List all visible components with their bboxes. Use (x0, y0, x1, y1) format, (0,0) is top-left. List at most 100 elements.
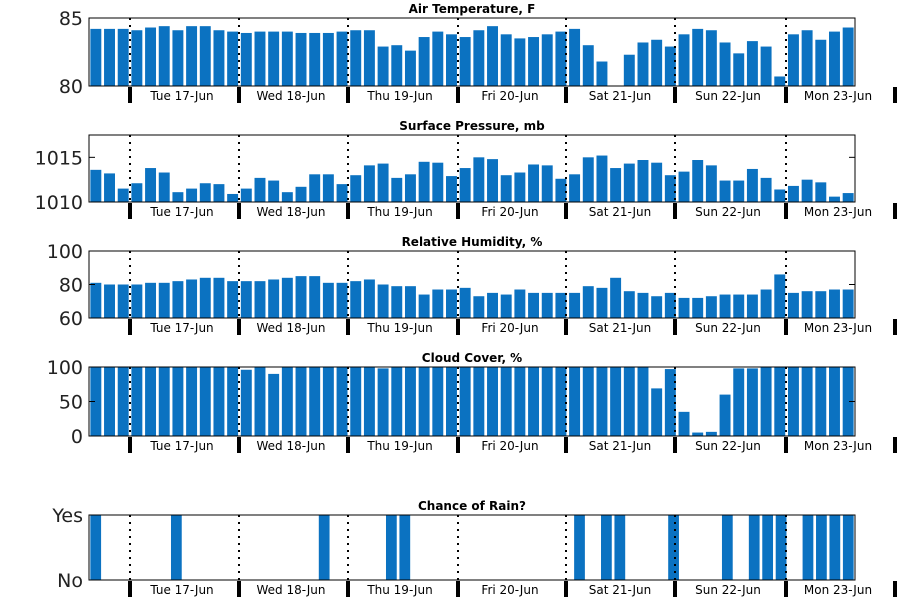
bar (487, 26, 498, 86)
panel-title: Chance of Rain? (418, 499, 526, 513)
bar (528, 37, 540, 86)
bar (268, 31, 280, 87)
bar (254, 177, 266, 202)
x-tick-label: Mon 23-Jun (804, 321, 872, 335)
bar (746, 294, 758, 318)
bar (528, 367, 540, 436)
bar (500, 175, 512, 202)
bar (213, 30, 225, 87)
bar (569, 174, 581, 202)
bar (705, 165, 717, 202)
x-tick-label: Wed 18-Jun (257, 89, 326, 103)
y-tick-label: 1015 (35, 147, 83, 169)
bar (473, 30, 485, 87)
bar (487, 159, 498, 202)
bar (760, 46, 772, 86)
bar (774, 367, 786, 436)
bar (678, 411, 690, 436)
bar (322, 174, 334, 202)
bar (719, 294, 731, 318)
bar (199, 367, 211, 436)
bar (104, 173, 115, 202)
bar (404, 367, 416, 436)
bar (131, 183, 143, 202)
bar (692, 297, 704, 318)
bar (541, 367, 553, 436)
bar (748, 515, 760, 580)
bar (281, 367, 293, 436)
bar (227, 367, 239, 436)
bar (418, 294, 430, 318)
bar (350, 30, 362, 87)
bar (186, 188, 198, 202)
bar (145, 168, 157, 202)
bar (668, 515, 679, 580)
bar (117, 28, 129, 87)
bar (158, 172, 170, 202)
bar (623, 291, 635, 318)
bar (473, 157, 485, 202)
bar (500, 294, 512, 318)
bar (555, 31, 567, 87)
bar (363, 165, 375, 202)
x-tick-label: Sun 22-Jun (695, 439, 761, 453)
bar (500, 34, 512, 86)
bar (104, 28, 115, 87)
bar (213, 277, 225, 318)
bar (637, 160, 649, 202)
bar (802, 515, 814, 580)
bar (815, 182, 827, 202)
bar (186, 279, 198, 318)
bar (268, 373, 280, 436)
bar (541, 34, 553, 86)
x-tick-label: Tue 17-Jun (149, 205, 213, 219)
bar (399, 515, 411, 580)
bar (582, 286, 594, 318)
bar (158, 282, 170, 318)
y-tick-label: 1010 (35, 192, 83, 214)
bar (705, 431, 717, 436)
y-tick-label: No (57, 570, 83, 592)
x-tick-label: Tue 17-Jun (149, 89, 213, 103)
bar (678, 297, 690, 318)
bar (90, 515, 102, 580)
bar (446, 289, 457, 318)
x-tick-label: Mon 23-Jun (804, 439, 872, 453)
panel-title: Air Temperature, F (409, 2, 536, 16)
panel-2: 1010 1015 Tue 17-Jun Wed 18-Jun Thu 19-Jun Fr… (35, 119, 897, 219)
bar (801, 291, 813, 318)
bar (574, 515, 585, 580)
panel-4: 0 50 100 Tue 17-Jun Wed 18-Jun Thu 19-Jun Fri … (47, 351, 897, 453)
bar (623, 54, 635, 86)
x-tick-label: Sat 21-Jun (589, 205, 652, 219)
bar (514, 38, 526, 86)
bar (240, 281, 252, 318)
bar (733, 294, 745, 318)
panel-title: Relative Humidity, % (402, 235, 543, 249)
bar (569, 367, 581, 436)
bar (363, 367, 375, 436)
bar (514, 367, 526, 436)
bar (158, 367, 170, 436)
bar (446, 176, 457, 202)
bar (295, 32, 307, 86)
bar (760, 177, 772, 202)
bar (555, 292, 567, 319)
bar (601, 515, 612, 580)
bar (787, 292, 799, 319)
x-tick-label: Wed 18-Jun (257, 439, 326, 453)
y-tick-label: 50 (59, 392, 83, 414)
x-tick-label: Sat 21-Jun (589, 439, 652, 453)
bar (815, 39, 827, 86)
bar (240, 369, 252, 436)
bar (815, 367, 827, 436)
bar (774, 274, 786, 318)
bar (117, 188, 129, 202)
bar (514, 172, 526, 202)
bar (637, 42, 649, 86)
bar (90, 367, 102, 436)
bar (623, 163, 635, 202)
bar (473, 367, 485, 436)
bar (145, 282, 157, 318)
x-tick-label: Fri 20-Jun (481, 205, 538, 219)
